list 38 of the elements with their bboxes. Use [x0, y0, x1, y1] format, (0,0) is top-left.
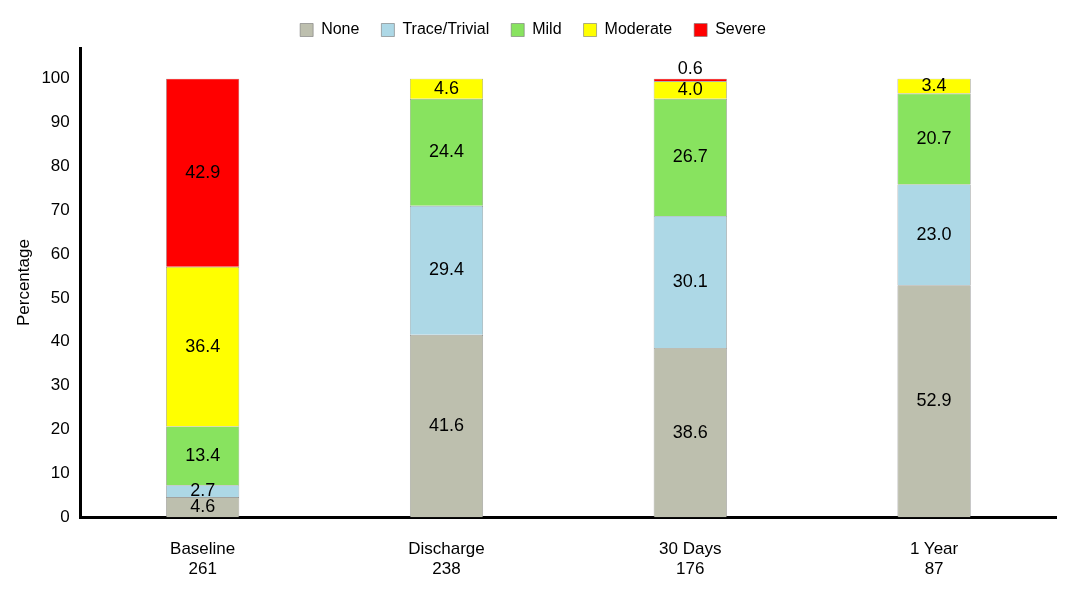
data-label: 24.4 — [428, 141, 464, 162]
x-tick-label: 1 Year 87 — [909, 539, 959, 579]
data-label: 41.6 — [428, 414, 464, 435]
x-tick-label: 30 Days 176 — [659, 539, 722, 579]
x-tick-label: Discharge 238 — [408, 539, 485, 579]
y-axis-title: Percentage — [13, 239, 33, 327]
y-tick-label: 20 — [50, 419, 70, 439]
data-label: 38.6 — [672, 421, 708, 442]
data-label: 4.0 — [677, 79, 703, 100]
legend-label: Mild — [532, 20, 562, 38]
x-tick-label: Baseline 261 — [170, 539, 236, 579]
y-tick-label: 40 — [50, 331, 70, 351]
data-label: 13.4 — [185, 444, 221, 465]
data-label: 20.7 — [916, 127, 952, 148]
y-tick-label: 30 — [50, 375, 70, 395]
legend-label: Severe — [715, 20, 766, 38]
data-label: 4.6 — [190, 496, 216, 517]
data-label: 36.4 — [185, 335, 221, 356]
data-label: 52.9 — [916, 390, 952, 411]
data-label: 30.1 — [672, 270, 708, 291]
y-tick-label: 60 — [50, 243, 70, 263]
y-tick-label: 80 — [50, 156, 70, 176]
legend-label: None — [321, 20, 360, 38]
data-label: 29.4 — [428, 259, 464, 280]
y-tick-label: 50 — [50, 287, 70, 307]
data-label: 42.9 — [185, 161, 221, 182]
y-tick-label: 90 — [50, 112, 70, 132]
y-tick-label: 100 — [41, 68, 70, 88]
data-label: 0.6 — [677, 57, 703, 78]
data-label: 26.7 — [672, 146, 708, 167]
legend-label: Moderate — [604, 20, 673, 38]
y-tick-label: 70 — [50, 199, 70, 219]
y-tick-label: 10 — [50, 463, 70, 483]
data-label: 4.6 — [433, 77, 459, 98]
y-tick-label: 0 — [60, 506, 70, 526]
data-label: 3.4 — [921, 75, 947, 96]
legend-label: Trace/Trivial — [402, 20, 490, 38]
data-label: 23.0 — [916, 223, 952, 244]
